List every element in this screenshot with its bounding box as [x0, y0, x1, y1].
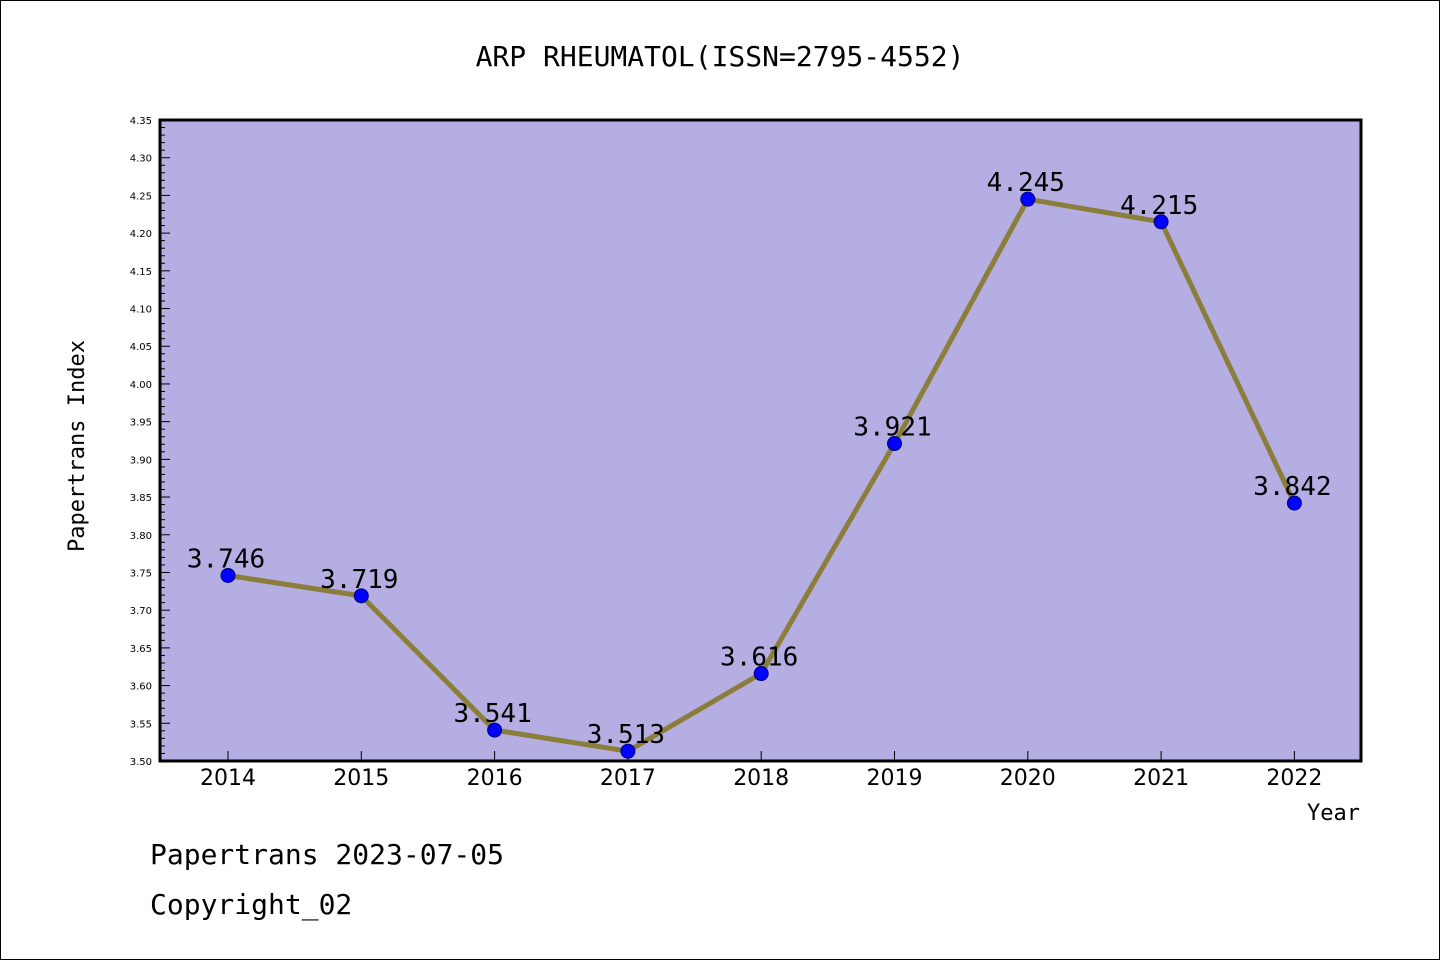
- y-tick-label: 3.85: [130, 493, 152, 504]
- footer-date: Papertrans 2023-07-05: [150, 838, 504, 871]
- y-tick-label: 3.95: [130, 418, 152, 429]
- y-tick-label: 4.20: [130, 229, 152, 240]
- data-point: [620, 743, 636, 759]
- y-tick-label: 4.30: [130, 154, 152, 165]
- y-tick-label: 4.35: [130, 116, 152, 127]
- data-label: 3.921: [853, 413, 931, 443]
- data-point: [1020, 191, 1036, 207]
- data-label: 4.245: [987, 168, 1065, 198]
- x-tick-label: 2018: [733, 766, 789, 791]
- data-label: 3.513: [587, 720, 665, 750]
- plot-border: [158, 118, 1363, 763]
- x-tick-label: 2016: [467, 766, 523, 791]
- data-label: 3.719: [320, 565, 398, 595]
- y-tick-label: 4.25: [130, 191, 152, 202]
- chart-title: ARP RHEUMATOL(ISSN=2795-4552): [476, 40, 965, 73]
- data-point: [353, 588, 369, 604]
- data-point: [1286, 495, 1302, 511]
- x-tick-label: 2019: [867, 766, 923, 791]
- data-point: [220, 567, 236, 583]
- data-label: 4.215: [1120, 191, 1198, 221]
- x-tick-label: 2021: [1133, 766, 1189, 791]
- y-tick-label: 3.55: [130, 719, 152, 730]
- x-tick-label: 2014: [200, 766, 256, 791]
- y-tick-label: 3.70: [130, 606, 152, 617]
- y-tick-label: 3.75: [130, 568, 152, 579]
- data-point: [487, 722, 503, 738]
- data-labels-group: 3.746 3.719 3.541 3.513 3.616 3.921 4.245 4.215…: [187, 168, 1332, 750]
- data-point: [1153, 214, 1169, 230]
- y-tick-label: 4.10: [130, 305, 152, 316]
- y-tick-label: 3.90: [130, 455, 152, 466]
- data-label: 3.842: [1253, 472, 1331, 502]
- data-label: 3.746: [187, 544, 265, 574]
- y-axis: 3.50 3.55 3.60 3.65 3.70 3.75 3.80 3.85 3.90 3.95…: [130, 116, 170, 768]
- x-axis-label: Year: [1307, 801, 1360, 826]
- y-tick-label: 4.00: [130, 380, 152, 391]
- x-tick-label: 2015: [333, 766, 389, 791]
- y-tick-label: 3.60: [130, 682, 152, 693]
- y-tick-label: 3.80: [130, 531, 152, 542]
- x-tick-label: 2020: [1000, 766, 1056, 791]
- y-axis-label: Papertrans Index: [65, 340, 90, 552]
- y-tick-label: 3.65: [130, 644, 152, 655]
- y-tick-label: 3.50: [130, 757, 152, 768]
- data-point: [753, 666, 769, 682]
- y-tick-label: 4.15: [130, 267, 152, 278]
- series-line-group: [220, 191, 1302, 759]
- data-label: 3.541: [453, 699, 531, 729]
- footer-copyright: Copyright_02: [150, 888, 352, 922]
- x-tick-label: 2017: [600, 766, 656, 791]
- data-point: [887, 436, 902, 452]
- y-tick-label: 4.05: [130, 342, 152, 353]
- data-label: 3.616: [720, 643, 798, 673]
- x-axis: 2014 2015 2016 2017 2018 2019 2020 2021 2022: [200, 751, 1322, 791]
- x-tick-label: 2022: [1266, 766, 1322, 791]
